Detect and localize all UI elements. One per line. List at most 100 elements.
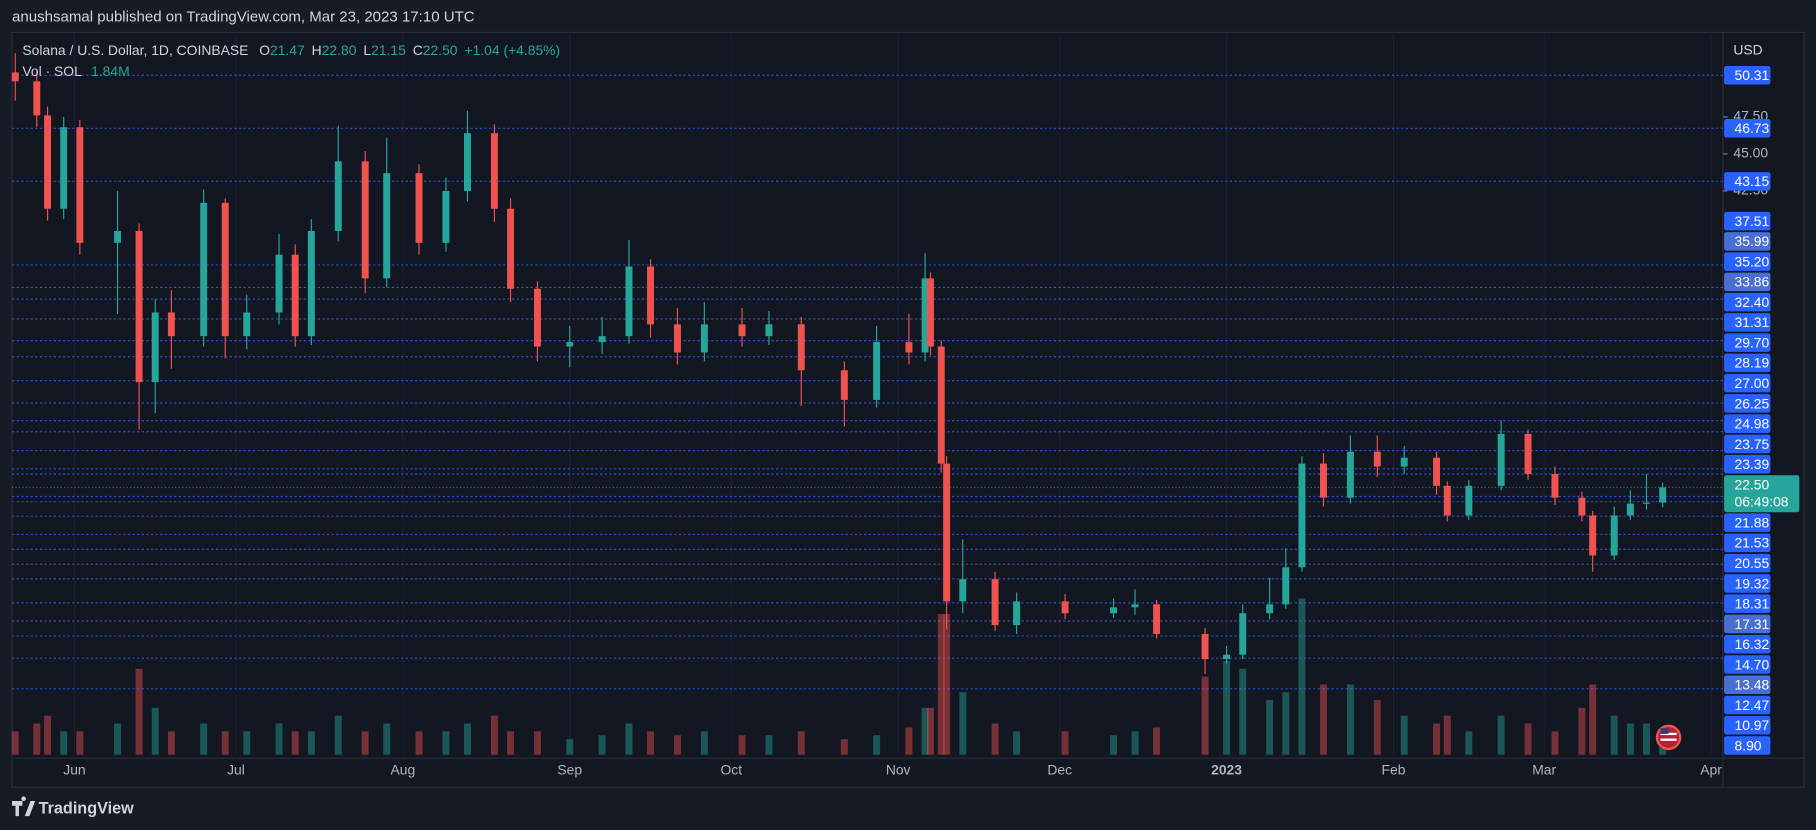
candle-body bbox=[200, 202, 208, 337]
publisher: anushsamal published on TradingView.com,… bbox=[12, 8, 475, 25]
ohlc-legend: Solana / U.S. Dollar, 1D, COINBASE O21.4… bbox=[22, 42, 560, 58]
level-label: 14.70 bbox=[1735, 656, 1770, 672]
level-label-box bbox=[1724, 513, 1771, 532]
level-label: 46.73 bbox=[1735, 120, 1770, 136]
candle-body bbox=[1643, 502, 1650, 504]
level-label-box bbox=[1724, 736, 1771, 755]
volume-bar bbox=[60, 731, 68, 755]
volume-bar bbox=[383, 723, 391, 755]
price-axis: 47.5045.0042.5050.3146.7343.1537.5135.99… bbox=[1722, 65, 1800, 755]
candles bbox=[11, 53, 1667, 675]
level-label-box bbox=[1724, 454, 1771, 474]
ohlc-value: 21.15 bbox=[371, 42, 406, 58]
level-label-box bbox=[1724, 353, 1771, 373]
candle-body bbox=[33, 81, 41, 116]
volume-bar bbox=[167, 731, 175, 755]
volume-bar bbox=[700, 731, 708, 755]
level-label: 35.20 bbox=[1735, 253, 1770, 269]
candle-body bbox=[1131, 604, 1139, 608]
volume-bar bbox=[927, 707, 934, 755]
volume-bar bbox=[291, 731, 299, 755]
level-label: 22.50 bbox=[1735, 476, 1770, 492]
level-label: 26.25 bbox=[1735, 395, 1770, 411]
level-label-box bbox=[1724, 272, 1771, 292]
volume-bar bbox=[1551, 731, 1559, 755]
volume-bar bbox=[566, 739, 574, 755]
volume-bar bbox=[334, 715, 342, 755]
countdown: 06:49:08 bbox=[1735, 494, 1789, 510]
volume-bar bbox=[1266, 700, 1274, 755]
level-label-box bbox=[1724, 655, 1771, 674]
x-tick-label: 2023 bbox=[1211, 762, 1242, 778]
volume-bar bbox=[1110, 735, 1117, 755]
candle-body bbox=[44, 115, 52, 209]
candle-body bbox=[1013, 601, 1021, 626]
volume-bar bbox=[1465, 731, 1473, 755]
volume-bar bbox=[507, 731, 515, 755]
volume-bar bbox=[1589, 684, 1597, 755]
x-tick-label: Oct bbox=[720, 762, 742, 778]
level-label-box bbox=[1724, 675, 1771, 694]
candle-body bbox=[151, 312, 159, 383]
level-label-box bbox=[1724, 313, 1771, 332]
volume-bar bbox=[44, 715, 52, 755]
candle-body bbox=[905, 342, 913, 353]
level-label-box bbox=[1724, 594, 1771, 613]
level-label-box bbox=[1724, 292, 1771, 312]
candle-body bbox=[673, 324, 681, 353]
volume-bar bbox=[1643, 723, 1650, 755]
candle-body bbox=[1061, 601, 1069, 614]
volume-bar bbox=[33, 723, 41, 755]
candle-body bbox=[1373, 451, 1381, 467]
level-label-box bbox=[1724, 394, 1771, 413]
candle-body bbox=[361, 161, 369, 279]
level-label-box bbox=[1724, 533, 1771, 553]
candle-body bbox=[1320, 463, 1327, 498]
x-tick-label: Mar bbox=[1532, 762, 1556, 778]
volume-bar bbox=[625, 723, 633, 755]
volume-bar bbox=[490, 715, 498, 755]
level-label: 12.47 bbox=[1735, 697, 1770, 713]
volume-bar bbox=[1239, 668, 1247, 755]
candle-body bbox=[135, 230, 143, 383]
level-label: 21.53 bbox=[1735, 535, 1770, 551]
level-label: 8.90 bbox=[1735, 737, 1762, 753]
candle-body bbox=[1465, 485, 1473, 516]
volume-bar bbox=[307, 731, 315, 755]
ohlc-key: C bbox=[413, 42, 423, 58]
candle-body bbox=[1400, 457, 1408, 467]
volume-bar bbox=[1320, 684, 1327, 755]
candle-body bbox=[1110, 607, 1117, 614]
level-label-box bbox=[1724, 373, 1771, 393]
candle-body bbox=[1578, 497, 1586, 516]
footer-logo: TradingView bbox=[12, 796, 134, 817]
candle-body bbox=[1433, 457, 1441, 486]
level-label: 21.88 bbox=[1735, 514, 1770, 530]
candle-body bbox=[11, 72, 19, 82]
volume-bar bbox=[943, 614, 951, 755]
volume-bar bbox=[221, 731, 229, 755]
level-label: 43.15 bbox=[1735, 173, 1770, 189]
volume-bar bbox=[442, 731, 450, 755]
currency: USD bbox=[1733, 42, 1762, 58]
volume-bar bbox=[1524, 723, 1532, 755]
volume-bar bbox=[1298, 598, 1306, 755]
volume-bar bbox=[1282, 692, 1290, 755]
candle-body bbox=[60, 127, 68, 209]
volume-bar bbox=[673, 735, 681, 755]
flag-icon bbox=[1655, 724, 1682, 751]
x-tick-label: Jul bbox=[227, 762, 245, 778]
grid bbox=[73, 32, 1712, 755]
volume-bar bbox=[415, 731, 423, 755]
ohlc-value: 21.47 bbox=[270, 42, 305, 58]
candle-body bbox=[415, 173, 423, 243]
volume-bar bbox=[11, 731, 19, 755]
candle-body bbox=[937, 346, 945, 464]
candle-body bbox=[1589, 515, 1597, 556]
candle-body bbox=[1223, 654, 1231, 660]
volume-bar bbox=[937, 614, 945, 755]
level-label: 32.40 bbox=[1735, 294, 1770, 310]
ohlc-value: 22.80 bbox=[322, 42, 357, 58]
volume-bar bbox=[1433, 723, 1441, 755]
